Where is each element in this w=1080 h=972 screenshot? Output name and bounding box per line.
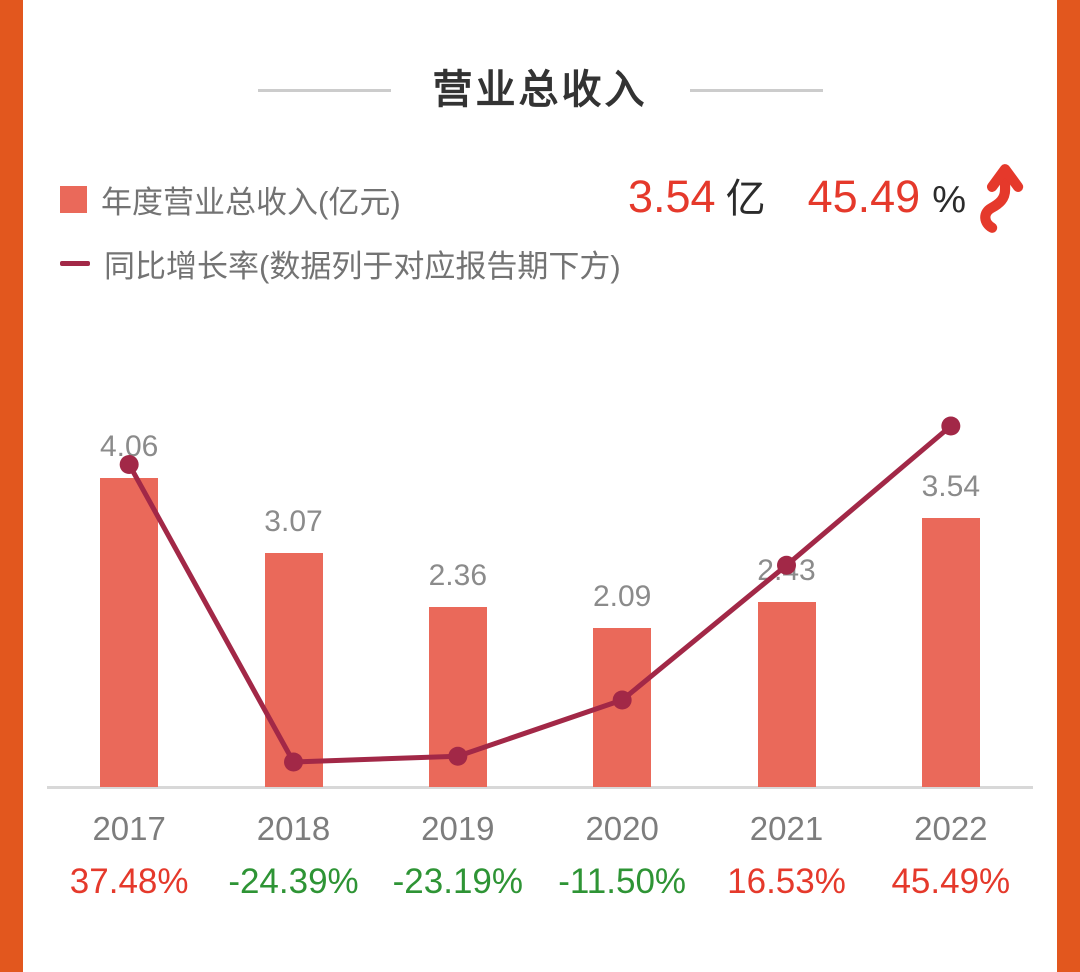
x-axis-label: 2020 xyxy=(585,810,659,847)
bar-value-label: 3.07 xyxy=(264,505,323,539)
x-axis-label: 2019 xyxy=(421,810,495,847)
bar-value-label: 2.09 xyxy=(592,579,652,613)
growth-label: -24.39% xyxy=(228,862,359,901)
x-axis-label: 2022 xyxy=(914,810,988,847)
header: 营业总收入 xyxy=(0,68,1080,112)
growth-line-swatch-icon xyxy=(60,260,90,266)
x-axis-label: 2018 xyxy=(256,810,331,847)
up-arrow-icon xyxy=(980,160,1032,241)
left-border-accent xyxy=(0,0,23,972)
title-rule-right xyxy=(689,88,823,92)
bar xyxy=(921,517,980,787)
growth-label: -11.50% xyxy=(558,862,687,901)
x-axis-label: 2017 xyxy=(92,810,166,847)
line-point xyxy=(448,746,468,766)
growth-label: -23.19% xyxy=(392,862,524,901)
growth-label: 45.49% xyxy=(891,862,1011,901)
growth-line xyxy=(119,416,961,772)
headline-stat: 3.54 亿 45.49 % xyxy=(628,164,1032,247)
line-point xyxy=(777,555,796,575)
revenue-swatch-icon xyxy=(60,185,87,213)
legend-item-growth: 同比增长率(数据列于对应报告期下方) xyxy=(60,244,621,284)
stat-revenue-value: 3.54 xyxy=(628,171,716,222)
bar xyxy=(100,478,159,787)
line-point xyxy=(119,455,139,475)
title-rule-left xyxy=(257,88,391,92)
stat-growth-unit: % xyxy=(932,179,967,221)
bar-value-label: 2.36 xyxy=(428,559,488,593)
bar xyxy=(757,602,816,787)
line-point xyxy=(941,416,961,436)
legend: 年度营业总收入(亿元) 同比增长率(数据列于对应报告期下方) xyxy=(60,180,621,284)
bar-value-label: 3.54 xyxy=(921,469,981,503)
stat-growth-value: 45.49 xyxy=(807,171,921,222)
x-axis-label: 2021 xyxy=(749,810,824,847)
growth-label: 37.48% xyxy=(69,862,189,901)
line-point xyxy=(612,690,632,710)
page-title: 营业总收入 xyxy=(432,68,648,112)
line-point xyxy=(284,752,303,772)
growth-label: 16.53% xyxy=(727,862,846,901)
stat-revenue-unit: 亿 xyxy=(725,177,766,221)
right-border-accent xyxy=(1057,0,1080,972)
x-axis-line xyxy=(47,786,1033,789)
chart: 4.06 2017 37.48% 3.07 2018 -24.39% 2.36 2019 -23… xyxy=(0,390,1080,950)
legend-growth-label: 同比增长率(数据列于对应报告期下方) xyxy=(104,248,621,284)
bar xyxy=(264,553,323,787)
legend-revenue-label: 年度营业总收入(亿元) xyxy=(101,184,401,220)
legend-item-revenue: 年度营业总收入(亿元) xyxy=(60,180,621,220)
